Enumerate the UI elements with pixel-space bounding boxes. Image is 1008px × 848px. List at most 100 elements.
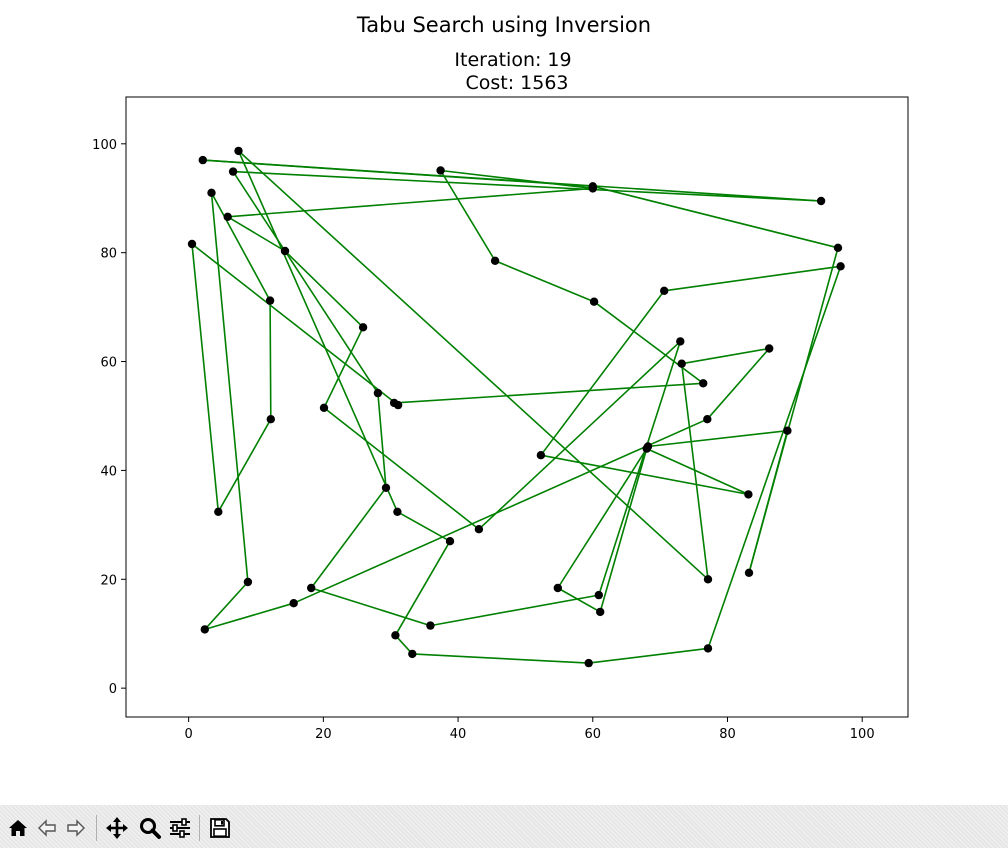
city-marker (373, 388, 383, 398)
city-marker (783, 426, 792, 435)
city-marker (266, 415, 275, 424)
city-marker (703, 644, 713, 653)
navigation-toolbar (0, 805, 1008, 848)
route-segment (646, 447, 749, 496)
route-segment (588, 647, 709, 664)
route-segment (599, 448, 648, 613)
x-tick-label: 0 (185, 727, 193, 742)
city-marker (307, 583, 316, 593)
toolbar-separator (96, 815, 97, 841)
x-tick-label: 60 (585, 727, 602, 742)
city-marker (393, 400, 403, 410)
city-marker (207, 188, 216, 197)
route-segment (664, 265, 841, 292)
route-segment (440, 169, 593, 190)
city-marker (474, 525, 484, 534)
city-marker (643, 442, 653, 451)
y-tick-label: 100 (92, 138, 117, 153)
city-marker (836, 262, 845, 271)
route-segment (748, 247, 839, 574)
configure-subplots-button[interactable] (166, 814, 194, 842)
route-segment (557, 446, 649, 589)
toolbar-separator (199, 815, 200, 841)
route-segment (269, 300, 272, 420)
route-segment (204, 602, 294, 631)
city-marker (280, 246, 290, 256)
chart-svg: Tabu Search using Inversion Iteration: 1… (92, 13, 909, 742)
route-segment (707, 266, 842, 649)
save-button[interactable] (206, 814, 234, 842)
zoom-button[interactable] (136, 814, 164, 842)
city-marker (200, 625, 209, 634)
magnifier-icon (140, 818, 161, 839)
city-marker (381, 483, 391, 492)
city-marker (187, 239, 197, 249)
route-segment (478, 340, 681, 530)
pan-button[interactable] (103, 814, 131, 842)
city-marker (436, 166, 445, 175)
city-marker (589, 297, 599, 306)
city-marker (426, 621, 435, 630)
plot-area (187, 146, 845, 668)
route-segment (227, 216, 286, 252)
city-marker (223, 212, 232, 221)
route-segment (680, 363, 709, 580)
city-marker (553, 583, 562, 593)
route-segment (681, 347, 770, 365)
city-marker (584, 658, 593, 668)
route-segment (394, 382, 704, 404)
route-segment (557, 587, 601, 613)
chart-suptitle: Tabu Search using Inversion (356, 13, 651, 37)
floppy-disk-icon (210, 818, 230, 838)
city-marker (660, 286, 669, 295)
city-marker (596, 607, 605, 617)
y-tick-label: 40 (100, 464, 117, 479)
city-marker (744, 568, 754, 577)
route-segment (706, 347, 770, 420)
city-marker (594, 590, 603, 600)
route-segment (217, 418, 272, 513)
route-segment (593, 301, 704, 384)
arrow-right-icon (67, 819, 85, 837)
route-segment (237, 150, 399, 513)
route-segment (191, 243, 399, 406)
arrow-left-icon (38, 819, 56, 837)
city-marker (265, 296, 275, 305)
city-marker (198, 155, 207, 165)
route-segment (540, 290, 665, 456)
city-marker (703, 415, 712, 424)
city-marker (490, 256, 500, 265)
city-marker (536, 451, 546, 460)
route-segment (227, 187, 593, 218)
city-marker (816, 196, 826, 206)
back-button[interactable] (33, 814, 61, 842)
city-marker (677, 359, 686, 368)
chart-subtitle-iteration: Iteration: 19 (454, 49, 571, 71)
city-marker (319, 403, 329, 412)
route-segment (430, 594, 599, 627)
home-button[interactable] (4, 814, 32, 842)
y-tick-label: 20 (100, 573, 117, 588)
city-marker (588, 184, 597, 193)
route-segment (191, 243, 220, 512)
chart-subtitle-cost: Cost: 1563 (465, 72, 568, 94)
route-segment (210, 192, 249, 583)
city-marker (214, 507, 223, 516)
route-segment (439, 170, 496, 262)
axis-ticks: 0 20 40 60 80 100 0 20 40 60 80 100 (92, 138, 874, 742)
forward-button[interactable] (62, 814, 90, 842)
route-segment (540, 454, 749, 496)
city-marker (358, 323, 368, 332)
city-marker (703, 575, 713, 584)
route-segment (412, 653, 589, 664)
city-marker (676, 337, 685, 346)
city-marker (391, 631, 400, 640)
city-marker (445, 537, 455, 546)
city-marker (765, 344, 774, 353)
home-icon (9, 820, 27, 836)
route-segment (323, 407, 480, 530)
route-segment (210, 192, 271, 301)
route-segment (232, 171, 379, 394)
route-segment (202, 159, 822, 202)
route-segment (592, 185, 839, 249)
